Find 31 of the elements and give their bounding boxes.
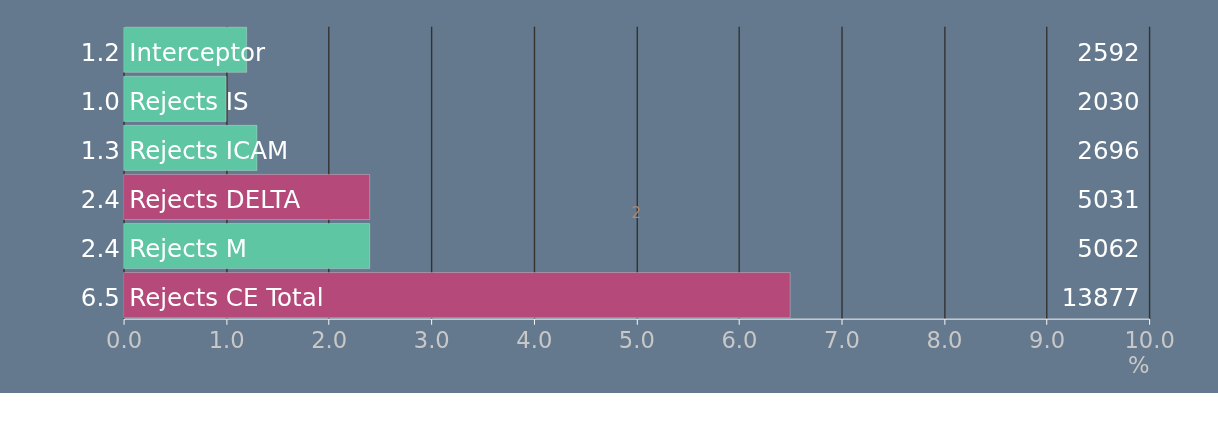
annotation: 2030 [1077,87,1140,117]
data-label: 1.2 [80,38,120,68]
x-tick-label: 8.0 [926,327,963,354]
y-tick-label: Rejects ICAM [129,136,289,166]
x-tick-label: 3.0 [413,327,450,354]
x-tick-label: 9.0 [1029,327,1066,354]
y-tick-label: Rejects CE Total [129,283,324,313]
x-axis-title: % [1128,351,1150,378]
data-label: 1.3 [80,136,120,166]
data-label: 2.4 [80,185,120,215]
data-label: 1.0 [80,87,120,117]
y-tick-label: Interceptor [129,38,266,68]
x-tick-label: 10.0 [1124,327,1175,354]
bar [123,223,371,270]
annotation: 2696 [1077,136,1140,166]
x-tick-label: 6.0 [721,327,758,354]
y-tick-label: Rejects M [129,234,247,264]
y-tick-label: Rejects IS [129,87,249,117]
data-label: 6.5 [80,283,120,313]
y-tick-label: Rejects DELTA [129,185,301,215]
data-label: 2.4 [80,234,120,264]
annotation: 5062 [1077,234,1140,264]
x-tick-label: 4.0 [516,327,553,354]
annotation: 2592 [1077,38,1140,68]
annotation: 5031 [1077,185,1140,215]
annotation: 13877 [1061,283,1140,313]
x-tick-label: 5.0 [618,327,655,354]
x-tick-label: 0.0 [106,327,143,354]
x-tick-label: 1.0 [208,327,245,354]
x-tick-label: 7.0 [823,327,860,354]
x-tick-label: 2.0 [311,327,348,354]
